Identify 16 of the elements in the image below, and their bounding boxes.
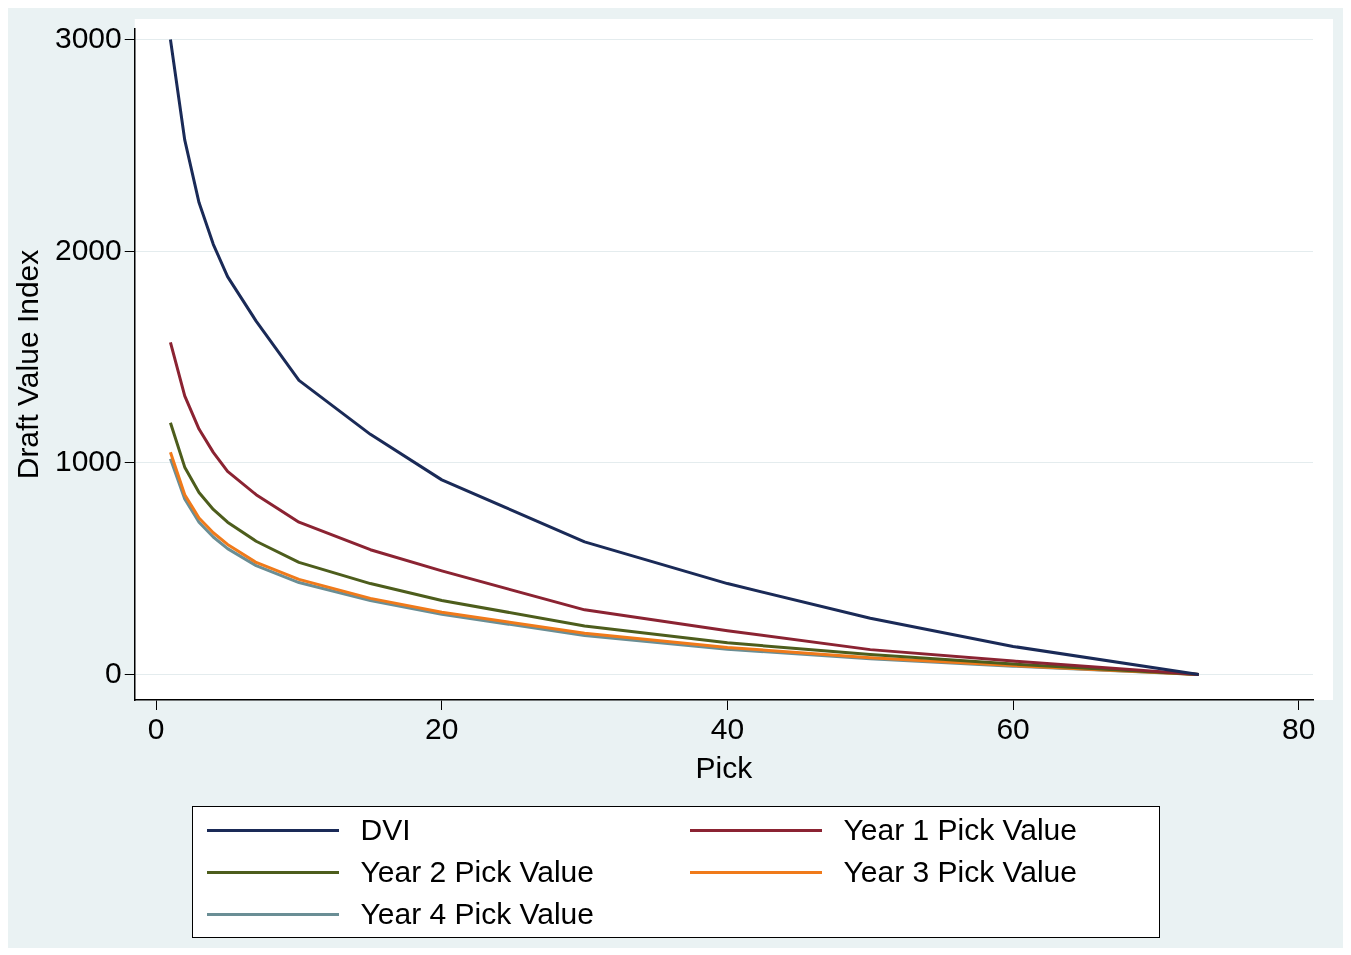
x-tick-label: 80	[1282, 712, 1316, 746]
x-tick-label: 60	[996, 712, 1030, 746]
x-tick-label: 40	[710, 712, 745, 746]
y-tick-label: 2000	[54, 232, 122, 266]
x-tick-label: 20	[425, 712, 459, 746]
x-tick-label: 0	[147, 712, 165, 746]
x-axis-title: Pick	[695, 751, 754, 785]
legend-label: Year 2 Pick Value	[360, 855, 594, 889]
legend-label: Year 4 Pick Value	[360, 897, 594, 931]
y-axis-title: Draft Value Index	[11, 249, 45, 480]
y-tick-label: 0	[105, 655, 122, 689]
legend-label: DVI	[360, 813, 411, 847]
legend-label: Year 1 Pick Value	[843, 813, 1077, 847]
legend-label: Year 3 Pick Value	[843, 855, 1077, 889]
y-tick-label: 1000	[54, 444, 122, 478]
y-tick-label: 3000	[54, 20, 122, 54]
